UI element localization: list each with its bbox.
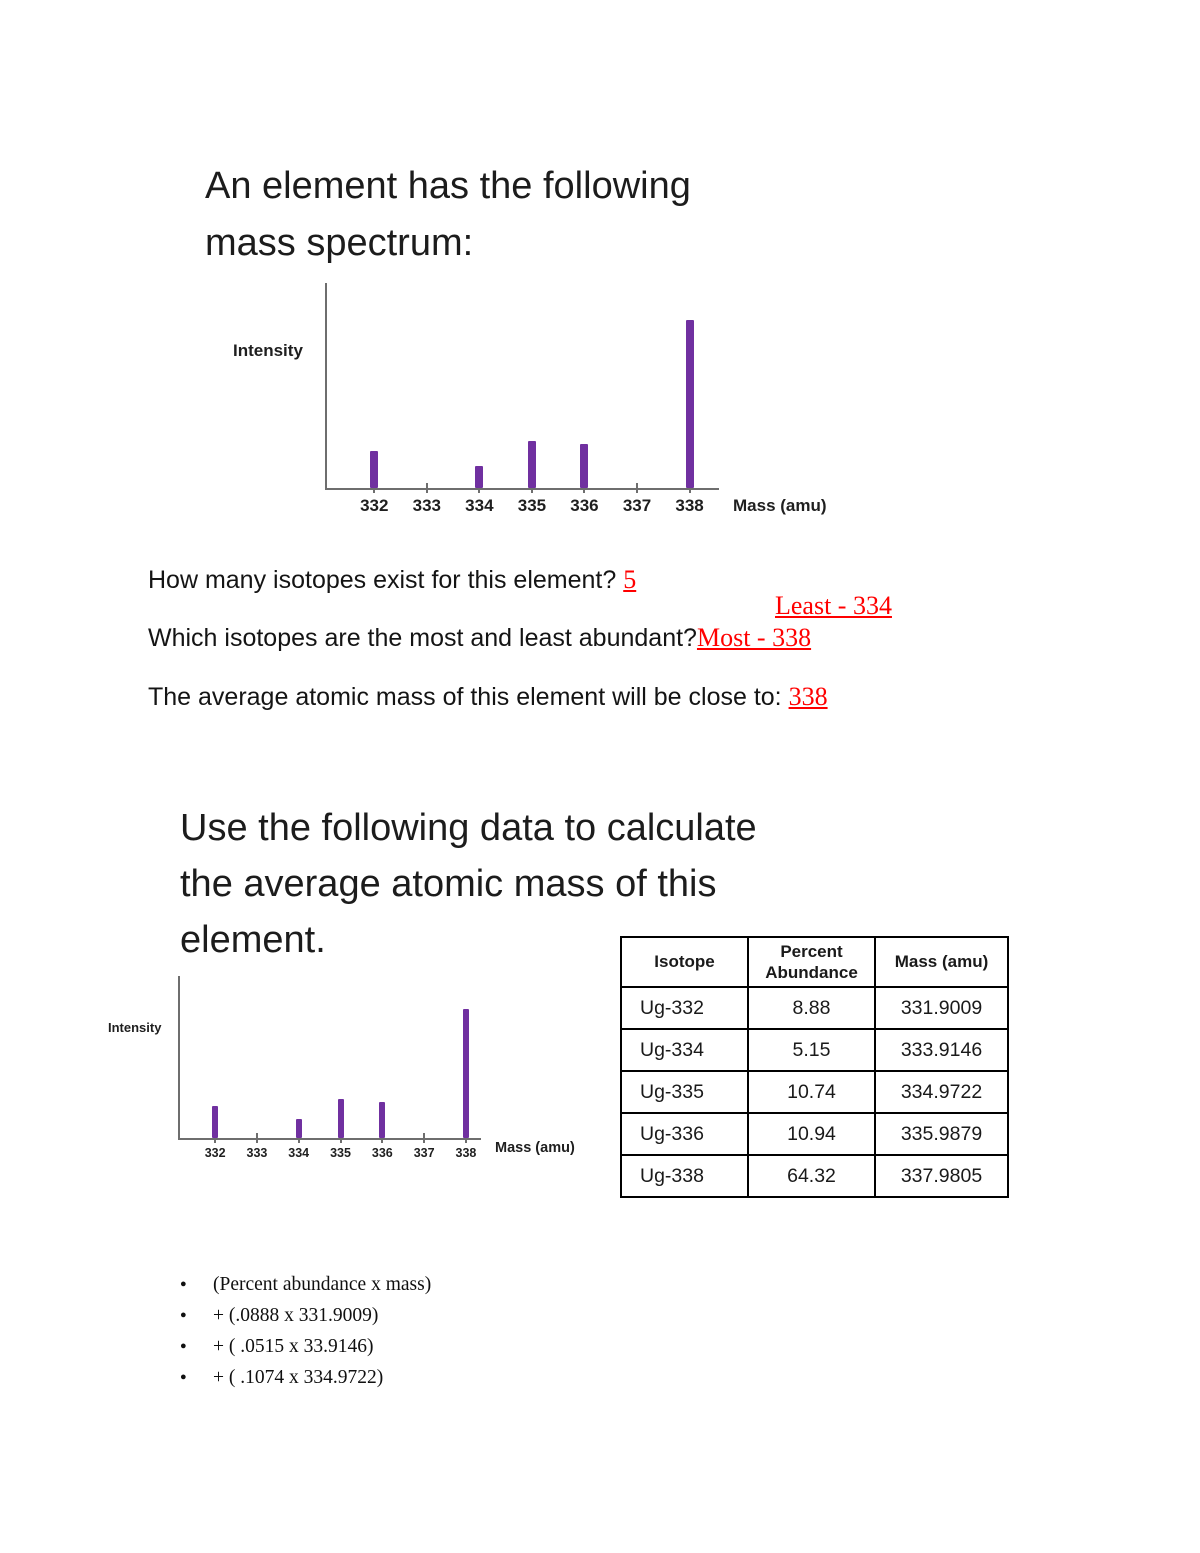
section1-title-line1: An element has the following	[205, 165, 691, 207]
table-row: Ug-338 64.32 337.9805	[620, 1154, 1009, 1198]
x-tick-label: 337	[413, 1146, 435, 1160]
table-row: Ug-335 10.74 334.9722	[620, 1070, 1009, 1114]
x-tick-label: 332	[360, 496, 389, 515]
x-tick-label: 333	[412, 496, 442, 515]
mass-cell: 333.9146	[874, 1028, 1009, 1072]
question-isotope-count: How many isotopes exist for this element…	[148, 565, 636, 595]
header-mass-amu: Mass (amu)	[874, 936, 1009, 988]
question-3-answer: 338	[788, 682, 828, 711]
abundance-cell: 10.94	[747, 1112, 876, 1156]
bullet-item: + ( .0515 x 33.9146)	[180, 1336, 431, 1358]
spectrum-bar	[370, 451, 379, 488]
x-tick-label: 338	[455, 1146, 477, 1160]
x-tick-label: 334	[288, 1146, 310, 1160]
x-tick-mark	[373, 483, 376, 493]
x-tick-mark	[636, 483, 639, 493]
isotope-cell: Ug-336	[620, 1112, 749, 1156]
isotope-cell: Ug-332	[620, 986, 749, 1030]
mass-axis-label: Mass (amu)	[495, 1140, 575, 1156]
question-most-least-abundant: Which isotopes are the most and least ab…	[148, 623, 811, 653]
x-tick-mark	[464, 1133, 467, 1143]
table-row: Ug-332 8.88 331.9009	[620, 986, 1009, 1030]
mass-spectrum-chart-2: 332 333 334 335 336 337 338	[178, 976, 481, 1160]
abundance-cell: 10.74	[747, 1070, 876, 1114]
x-tick-label: 333	[246, 1146, 268, 1160]
intensity-axis-label: Intensity	[233, 341, 303, 360]
x-tick-mark	[423, 1133, 426, 1143]
header-isotope: Isotope	[620, 936, 749, 988]
spectrum-bar	[475, 466, 484, 488]
question-average-mass: The average atomic mass of this element …	[148, 682, 828, 712]
question-3-text: The average atomic mass of this element …	[148, 683, 789, 711]
x-tick-mark	[255, 1133, 258, 1143]
bullet-item: + (.0888 x 331.9009)	[180, 1305, 431, 1327]
mass-cell: 335.9879	[874, 1112, 1009, 1156]
spectrum-bar	[337, 1099, 344, 1138]
section1-title-line2: mass spectrum:	[205, 222, 474, 264]
x-tick-label: 335	[330, 1146, 351, 1160]
x-tick-mark	[425, 483, 428, 493]
question-1-answer: 5	[623, 565, 637, 594]
question-2-text: Which isotopes are the most and least ab…	[148, 624, 697, 652]
x-tick-mark	[381, 1133, 384, 1143]
mass-cell: 334.9722	[874, 1070, 1009, 1114]
x-tick-label: 332	[204, 1146, 226, 1160]
x-tick-label: 334	[465, 496, 494, 515]
section2-title-line1: Use the following data to calculate	[180, 807, 757, 849]
intensity-axis-label: Intensity	[108, 1020, 162, 1035]
spectrum-bar	[379, 1102, 386, 1138]
isotope-cell: Ug-335	[620, 1070, 749, 1114]
mass-cell: 337.9805	[874, 1154, 1009, 1198]
spectrum-bar	[580, 444, 589, 488]
section1-title: An element has the following mass spectr…	[205, 158, 691, 272]
answer-least-abundant: Least - 334	[775, 591, 892, 620]
x-tick-mark	[688, 483, 691, 493]
table-header-row: Isotope Percent Abundance Mass (amu)	[620, 936, 1009, 988]
calculation-bullets: (Percent abundance x mass) + (.0888 x 33…	[180, 1274, 431, 1398]
mass-spectrum-chart-1: 332 333 334 335 336 337 338	[325, 283, 719, 515]
header-percent-abundance: Percent Abundance	[747, 936, 876, 988]
isotope-table: Isotope Percent Abundance Mass (amu) Ug-…	[620, 936, 1009, 1198]
bullet-item: + ( .1074 x 334.9722)	[180, 1367, 431, 1389]
abundance-cell: 8.88	[747, 986, 876, 1030]
mass-cell: 331.9009	[874, 986, 1009, 1030]
spectrum-bar	[462, 1009, 469, 1138]
x-tick-mark	[339, 1133, 342, 1143]
abundance-cell: 64.32	[747, 1154, 876, 1198]
spectrum-bar	[685, 319, 694, 488]
abundance-cell: 5.15	[747, 1028, 876, 1072]
section2-title: Use the following data to calculate the …	[180, 800, 757, 969]
x-tick-label: 336	[570, 496, 599, 515]
table-row: Ug-336 10.94 335.9879	[620, 1112, 1009, 1156]
spectrum-bar	[295, 1118, 302, 1138]
x-tick-label: 337	[622, 496, 652, 515]
x-tick-label: 338	[675, 496, 704, 515]
isotope-cell: Ug-334	[620, 1028, 749, 1072]
mass-axis-label: Mass (amu)	[733, 496, 827, 515]
section2-title-line3: element.	[180, 919, 326, 962]
x-tick-mark	[297, 1133, 300, 1143]
spectrum-bar	[527, 440, 536, 488]
spectrum-bar	[212, 1105, 219, 1138]
answer-most-abundant: Most - 338	[696, 623, 812, 652]
x-tick-label: 335	[517, 496, 547, 515]
x-tick-mark	[530, 483, 533, 493]
question-1-text: How many isotopes exist for this element…	[148, 566, 624, 594]
x-tick-mark	[478, 483, 481, 493]
table-row: Ug-334 5.15 333.9146	[620, 1028, 1009, 1072]
section2-title-line2: the average atomic mass of this	[180, 863, 717, 906]
x-tick-label: 336	[371, 1146, 393, 1160]
x-tick-mark	[214, 1133, 217, 1143]
isotope-cell: Ug-338	[620, 1154, 749, 1198]
x-tick-mark	[583, 483, 586, 493]
bullet-item: (Percent abundance x mass)	[180, 1274, 431, 1296]
